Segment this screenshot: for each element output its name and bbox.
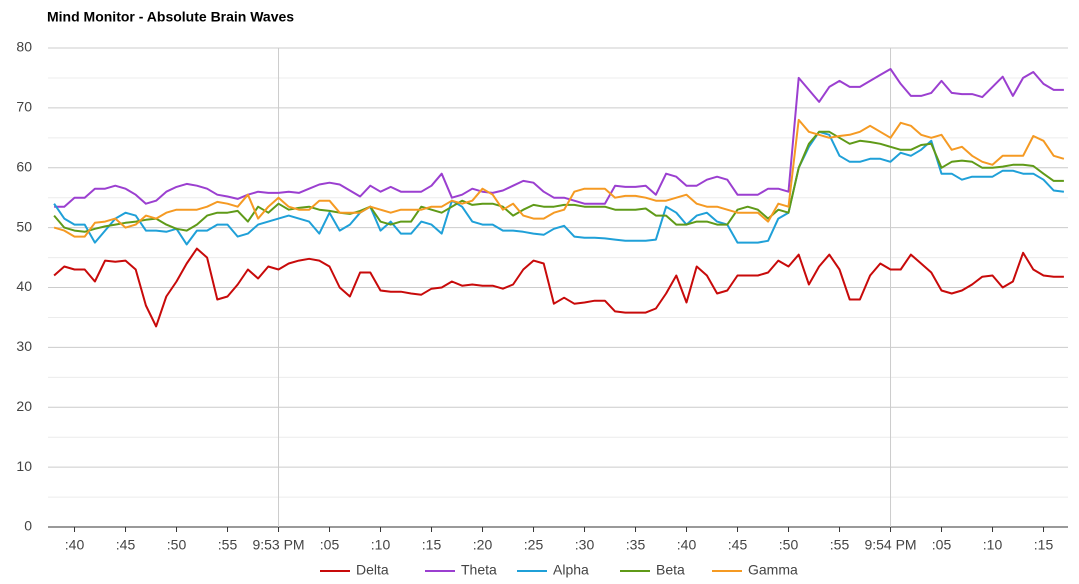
x-tick-label: :35 bbox=[626, 537, 646, 553]
y-tick-label: 50 bbox=[16, 218, 32, 234]
y-tick-label: 70 bbox=[16, 99, 32, 115]
x-tick-label: :55 bbox=[830, 537, 850, 553]
legend-label: Delta bbox=[356, 562, 389, 578]
series-line bbox=[54, 68, 1064, 208]
x-tick-label: :10 bbox=[371, 537, 391, 553]
x-tick-label: :40 bbox=[65, 537, 85, 553]
y-tick-label: 0 bbox=[24, 518, 32, 534]
y-tick-label: 30 bbox=[16, 338, 32, 354]
y-tick-label: 20 bbox=[16, 398, 32, 414]
x-tick-label: :45 bbox=[116, 537, 136, 553]
legend-label: Alpha bbox=[553, 562, 589, 578]
y-tick-label: 80 bbox=[16, 39, 32, 55]
series-line bbox=[53, 118, 1065, 238]
x-tick-label: :55 bbox=[218, 537, 238, 553]
y-tick-label: 10 bbox=[16, 458, 32, 474]
x-tick-label: 9:53 PM bbox=[252, 537, 304, 553]
x-tick-label: :50 bbox=[167, 537, 187, 553]
y-tick-label: 60 bbox=[16, 158, 32, 174]
x-tick-label: :20 bbox=[473, 537, 493, 553]
x-tick-label: :40 bbox=[677, 537, 697, 553]
x-tick-label: :30 bbox=[575, 537, 595, 553]
chart-title: Mind Monitor - Absolute Brain Waves bbox=[47, 9, 294, 25]
legend-label: Beta bbox=[656, 562, 685, 578]
x-tick-label: :50 bbox=[779, 537, 799, 553]
x-tick-label: :15 bbox=[422, 537, 442, 553]
x-tick-label: :25 bbox=[524, 537, 544, 553]
legend-label: Theta bbox=[461, 562, 497, 578]
series-line bbox=[53, 130, 1065, 246]
x-tick-label: :10 bbox=[983, 537, 1003, 553]
legend-label: Gamma bbox=[748, 562, 798, 578]
x-tick-label: :05 bbox=[320, 537, 340, 553]
x-tick-label: 9:54 PM bbox=[864, 537, 916, 553]
y-tick-label: 40 bbox=[16, 278, 32, 294]
x-tick-label: :15 bbox=[1034, 537, 1054, 553]
x-tick-label: :05 bbox=[932, 537, 952, 553]
x-tick-label: :45 bbox=[728, 537, 748, 553]
series-line bbox=[53, 130, 1064, 233]
series-line bbox=[53, 247, 1064, 328]
